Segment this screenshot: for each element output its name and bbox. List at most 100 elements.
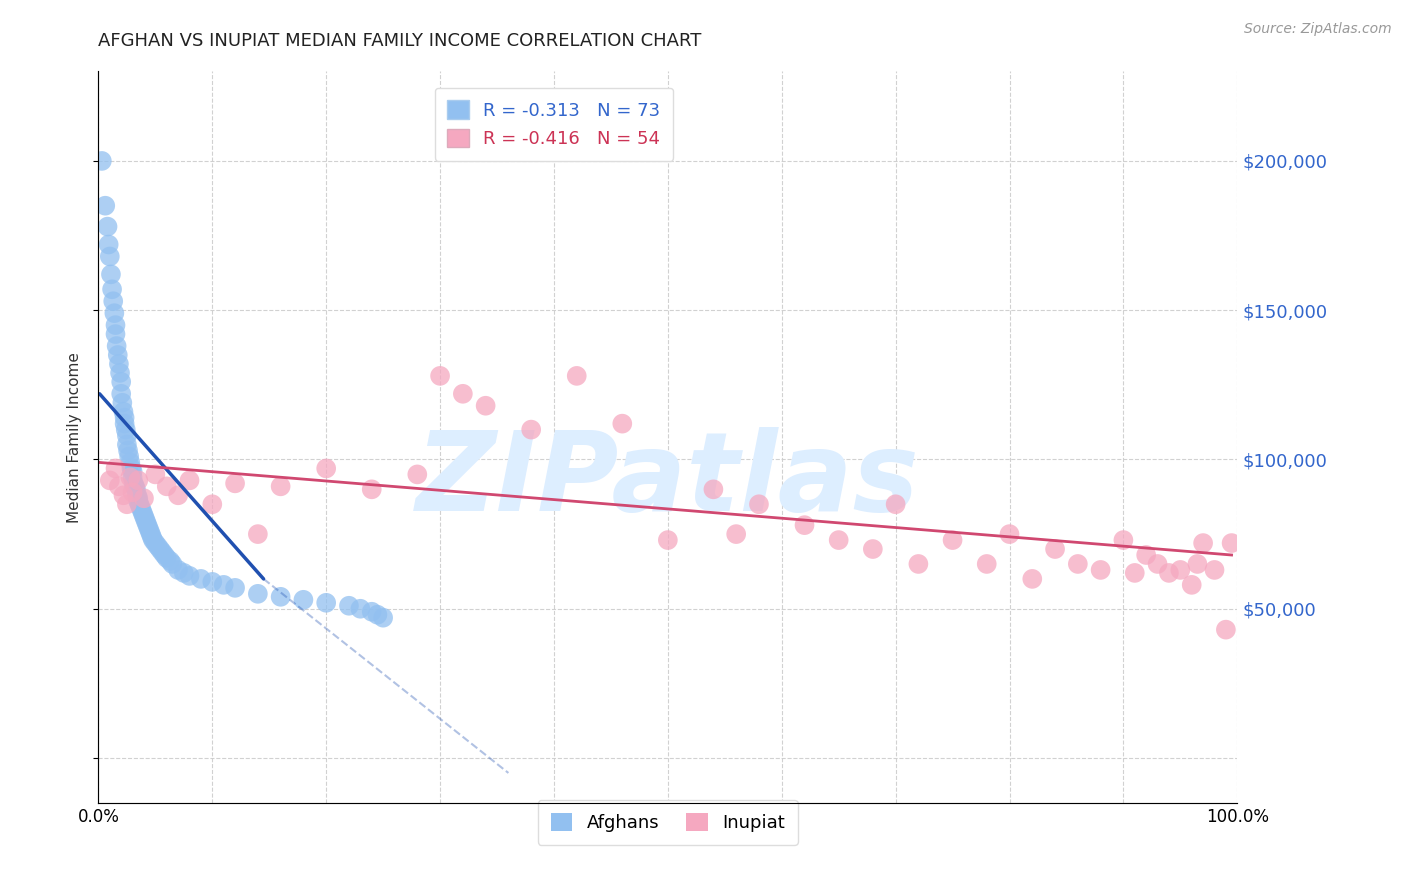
Point <box>429 368 451 383</box>
Point <box>179 474 201 488</box>
Point <box>702 483 724 497</box>
Point <box>141 530 163 544</box>
Point <box>132 509 155 524</box>
Point <box>136 518 159 533</box>
Point <box>149 542 172 557</box>
Point <box>1170 563 1192 577</box>
Point <box>129 500 152 515</box>
Point <box>1090 563 1112 577</box>
Point <box>142 533 165 547</box>
Point <box>135 515 157 529</box>
Point <box>884 497 907 511</box>
Point <box>146 539 169 553</box>
Point <box>98 250 121 264</box>
Point <box>138 521 160 535</box>
Point <box>1135 548 1157 562</box>
Point <box>360 605 382 619</box>
Point <box>96 219 118 234</box>
Point <box>520 423 543 437</box>
Text: Source: ZipAtlas.com: Source: ZipAtlas.com <box>1244 22 1392 37</box>
Point <box>115 497 138 511</box>
Point <box>145 467 167 482</box>
Point <box>124 479 146 493</box>
Point <box>115 428 138 442</box>
Point <box>201 497 224 511</box>
Point <box>114 410 136 425</box>
Point <box>97 237 120 252</box>
Point <box>793 518 815 533</box>
Point <box>132 506 155 520</box>
Point <box>153 548 176 562</box>
Point <box>90 153 112 168</box>
Point <box>122 476 145 491</box>
Point <box>114 417 136 431</box>
Point <box>108 357 131 371</box>
Point <box>128 497 150 511</box>
Point <box>110 375 132 389</box>
Point <box>120 470 142 484</box>
Point <box>150 545 173 559</box>
Point <box>107 348 129 362</box>
Point <box>134 512 156 526</box>
Point <box>103 306 125 320</box>
Point <box>110 386 132 401</box>
Point <box>145 536 167 550</box>
Point <box>117 443 139 458</box>
Point <box>125 483 148 497</box>
Point <box>94 199 117 213</box>
Point <box>115 437 138 451</box>
Point <box>118 450 141 464</box>
Point <box>612 417 634 431</box>
Point <box>127 491 149 506</box>
Point <box>167 488 190 502</box>
Point <box>246 587 269 601</box>
Point <box>1043 542 1066 557</box>
Point <box>114 423 136 437</box>
Point <box>246 527 269 541</box>
Point <box>111 396 134 410</box>
Point <box>315 461 337 475</box>
Point <box>1157 566 1180 580</box>
Point <box>451 386 474 401</box>
Point <box>190 572 212 586</box>
Point <box>657 533 679 547</box>
Point <box>121 470 143 484</box>
Point <box>292 592 315 607</box>
Point <box>100 268 122 282</box>
Point <box>1220 536 1243 550</box>
Point <box>1146 557 1168 571</box>
Point <box>1067 557 1090 571</box>
Point <box>1021 572 1043 586</box>
Point <box>1215 623 1237 637</box>
Point <box>1192 536 1215 550</box>
Point <box>360 483 382 497</box>
Point <box>159 554 181 568</box>
Y-axis label: Median Family Income: Median Family Income <box>67 351 83 523</box>
Point <box>101 282 124 296</box>
Point <box>565 368 588 383</box>
Point <box>725 527 748 541</box>
Point <box>976 557 998 571</box>
Point <box>201 574 224 589</box>
Text: AFGHAN VS INUPIAT MEDIAN FAMILY INCOME CORRELATION CHART: AFGHAN VS INUPIAT MEDIAN FAMILY INCOME C… <box>98 32 702 50</box>
Point <box>337 599 360 613</box>
Point <box>112 405 135 419</box>
Point <box>862 542 884 557</box>
Point <box>349 601 371 615</box>
Point <box>127 488 149 502</box>
Point <box>104 327 127 342</box>
Point <box>127 494 149 508</box>
Point <box>127 474 149 488</box>
Point <box>131 503 153 517</box>
Point <box>104 318 127 332</box>
Point <box>167 563 190 577</box>
Point <box>156 479 179 493</box>
Point <box>224 476 246 491</box>
Point <box>132 491 155 506</box>
Point <box>315 596 337 610</box>
Point <box>942 533 965 547</box>
Point <box>138 524 160 538</box>
Point <box>366 607 388 622</box>
Point <box>103 294 125 309</box>
Point <box>212 578 235 592</box>
